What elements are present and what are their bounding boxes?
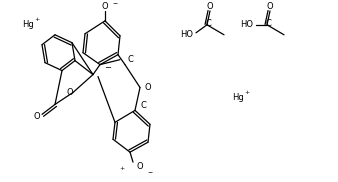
Text: +: + (244, 90, 249, 95)
Text: C: C (205, 19, 211, 28)
Text: −: − (112, 0, 117, 5)
Text: O: O (207, 2, 213, 11)
Text: O: O (34, 112, 40, 121)
Text: O: O (102, 2, 108, 11)
Text: O: O (145, 83, 151, 92)
Text: HO: HO (241, 20, 254, 29)
Text: Hg: Hg (232, 93, 244, 102)
Text: O: O (267, 2, 273, 11)
Text: +: + (34, 17, 39, 22)
Text: −: − (147, 170, 152, 175)
Text: +: + (119, 166, 125, 171)
Text: Hg: Hg (22, 20, 34, 29)
Text: O: O (137, 162, 143, 171)
Text: C: C (127, 55, 133, 64)
Text: C: C (140, 101, 146, 110)
Text: C: C (265, 19, 271, 28)
Text: HO: HO (180, 30, 193, 39)
Text: −: − (104, 63, 112, 72)
Text: O: O (67, 88, 73, 97)
